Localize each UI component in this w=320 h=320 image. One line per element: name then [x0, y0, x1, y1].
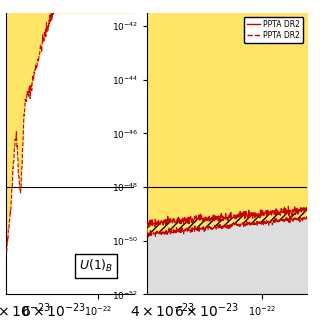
- Text: $U(1)_B$: $U(1)_B$: [79, 258, 113, 274]
- Legend: PPTA DR2, PPTA DR2: PPTA DR2, PPTA DR2: [244, 17, 303, 43]
